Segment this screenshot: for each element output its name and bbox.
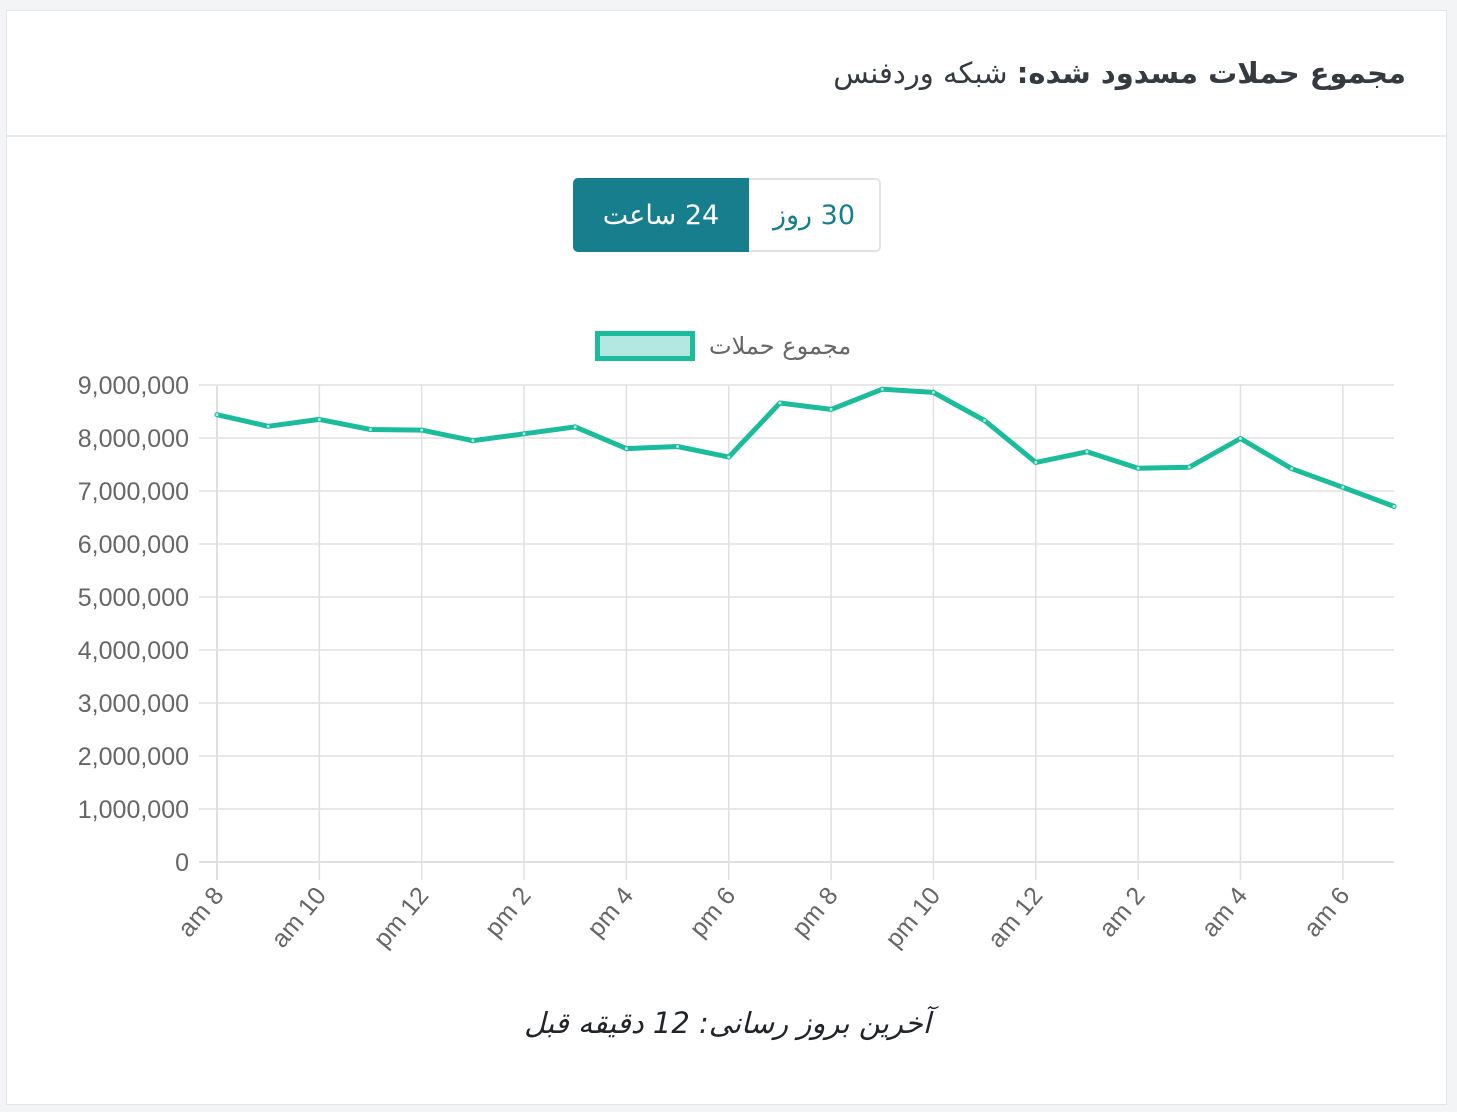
data-point bbox=[1340, 484, 1346, 490]
data-point bbox=[675, 443, 681, 449]
legend-label: مجموع حملات bbox=[709, 332, 852, 360]
data-point bbox=[265, 423, 271, 429]
data-point bbox=[930, 389, 936, 395]
x-tick-label: pm 2 bbox=[479, 882, 536, 943]
data-point bbox=[1084, 449, 1090, 455]
x-tick-label: am 12 bbox=[982, 882, 1048, 953]
last-updated-value: 12 دقیقه قبل bbox=[524, 1006, 690, 1040]
y-tick-label: 8,000,000 bbox=[78, 425, 189, 453]
last-updated: آخرین بروز رسانی: 12 دقیقه قبل bbox=[7, 1006, 1448, 1040]
y-tick-label: 9,000,000 bbox=[78, 372, 189, 400]
data-point bbox=[1033, 459, 1039, 465]
card-header: مجموع حملات مسدود شده: شبکه وردفنس bbox=[7, 11, 1446, 137]
range-toggle: 24 ساعت 30 روز bbox=[573, 178, 881, 252]
x-tick-label: pm 6 bbox=[684, 882, 741, 943]
y-tick-label: 1,000,000 bbox=[78, 796, 189, 824]
x-tick-label: pm 8 bbox=[786, 882, 843, 943]
data-point bbox=[828, 406, 834, 412]
legend-swatch bbox=[595, 331, 695, 361]
data-point bbox=[1391, 503, 1397, 509]
data-point bbox=[1186, 464, 1192, 470]
card-title-network: شبکه وردفنس bbox=[833, 56, 1008, 90]
x-tick-label: am 6 bbox=[1298, 882, 1355, 943]
card-title: مجموع حملات مسدود شده: شبکه وردفنس bbox=[833, 56, 1406, 90]
range-24h-button[interactable]: 24 ساعت bbox=[573, 178, 749, 252]
y-tick-label: 5,000,000 bbox=[78, 584, 189, 612]
y-tick-label: 4,000,000 bbox=[78, 637, 189, 665]
data-point bbox=[368, 427, 374, 433]
data-point bbox=[316, 416, 322, 422]
data-point bbox=[726, 454, 732, 460]
data-point bbox=[1289, 466, 1295, 472]
x-tick-label: pm 4 bbox=[582, 882, 639, 943]
line-chart: 9,000,000 8,000,000 7,000,000 6,000,000 5,00… bbox=[78, 372, 1397, 953]
data-point bbox=[982, 418, 988, 424]
y-tick-label: 2,000,000 bbox=[78, 743, 189, 771]
y-tick-label: 0 bbox=[175, 849, 189, 877]
data-point bbox=[521, 431, 527, 437]
data-point bbox=[1237, 436, 1243, 442]
y-tick-label: 3,000,000 bbox=[78, 690, 189, 718]
attacks-card: مجموع حملات مسدود شده: شبکه وردفنس 24 سا… bbox=[6, 10, 1447, 1105]
x-tick-label: am 4 bbox=[1196, 882, 1253, 943]
data-point bbox=[777, 400, 783, 406]
data-point bbox=[1135, 465, 1141, 471]
range-30d-button[interactable]: 30 روز bbox=[749, 178, 881, 252]
x-tick-label: am 8 bbox=[172, 882, 229, 943]
data-point bbox=[419, 427, 425, 433]
chart-legend[interactable]: مجموع حملات bbox=[595, 327, 851, 365]
card-title-bold: مجموع حملات مسدود شده: bbox=[1016, 56, 1406, 90]
x-tick-label: pm 12 bbox=[368, 882, 434, 953]
data-point bbox=[470, 438, 476, 444]
data-point bbox=[214, 412, 220, 418]
x-tick-label: am 2 bbox=[1094, 882, 1151, 943]
y-tick-label: 6,000,000 bbox=[78, 531, 189, 559]
x-tick-label: am 10 bbox=[266, 882, 332, 953]
last-updated-label: آخرین بروز رسانی: bbox=[699, 1006, 931, 1040]
data-point bbox=[623, 446, 629, 452]
x-tick-label: pm 10 bbox=[880, 882, 946, 953]
data-point bbox=[879, 386, 885, 392]
y-tick-label: 7,000,000 bbox=[78, 478, 189, 506]
series-line bbox=[214, 386, 1397, 509]
data-point bbox=[572, 424, 578, 430]
